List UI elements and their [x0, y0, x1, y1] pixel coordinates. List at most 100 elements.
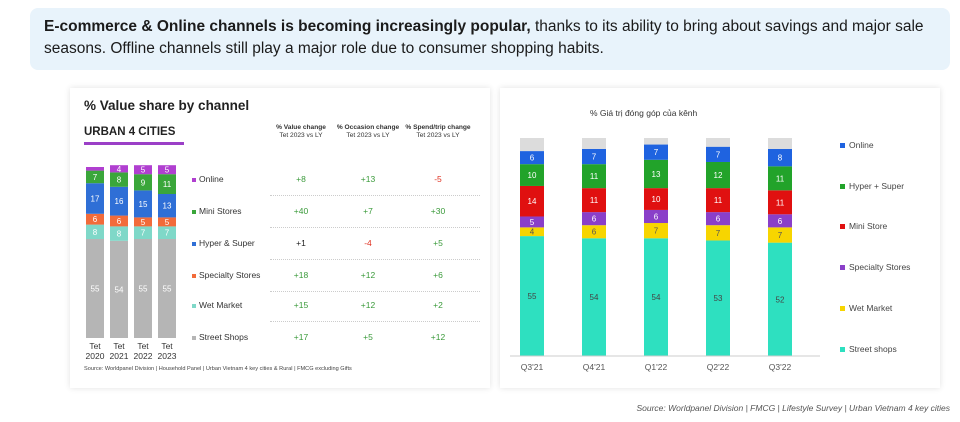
channel-contribution-panel: % Giá trị đóng góp của kênh 55 4 5 14 10 6 Q3'…	[500, 88, 940, 388]
right-bar-wet-market-4	[768, 227, 792, 243]
right-bar-label: 6	[654, 212, 659, 221]
left-bar-mini-stores-0	[86, 170, 104, 184]
right-bar-street-shops-3	[706, 240, 730, 356]
left-bar-hyper-super-3	[158, 194, 176, 218]
left-bar-label: 17	[91, 195, 100, 204]
right-bar-remainder-0	[520, 138, 544, 152]
right-bar-label: 7	[654, 227, 659, 236]
right-bar-label: 4	[530, 228, 535, 237]
channel-label-text: Specialty Stores	[199, 270, 261, 280]
right-stacked-bar-chart: 55 45 14 10 6 Q3'21 54 6 6 11 11 7 Q4'21 54 7 6 10 13 7 Q1'…	[510, 138, 820, 372]
left-bar-label: 11	[163, 180, 172, 189]
right-bar-label: 6	[716, 215, 721, 224]
channel-color-dot	[192, 273, 196, 278]
left-bar-label: 13	[163, 202, 172, 211]
left-bar-label: 8	[117, 176, 122, 185]
right-bar-hyper-super-0	[520, 164, 544, 186]
left-bar-mini-stores-3	[158, 174, 176, 194]
row-divider	[270, 259, 480, 260]
left-bar-wet-market-1	[110, 226, 128, 241]
right-bar-hyper-super-2	[644, 159, 668, 189]
change-cell: +1	[296, 238, 306, 248]
legend-item-mini-store: Mini Store	[840, 221, 887, 231]
change-cell: +12	[360, 300, 376, 310]
left-bar-label: 5	[165, 218, 170, 227]
right-bar-label: 7	[716, 229, 721, 238]
channel-color-dot	[192, 177, 196, 182]
legend-item-online: Online	[840, 140, 874, 150]
left-bar-label: 5	[141, 166, 146, 175]
right-bar-online-0	[520, 151, 544, 165]
right-bar-label: 7	[716, 150, 721, 159]
left-bar-online-2	[134, 165, 152, 175]
legend-item-street-shops: Street shops	[840, 344, 897, 354]
right-bar-label: 54	[590, 293, 599, 302]
left-bar-label: 7	[141, 229, 146, 238]
channel-label-street-shops: Street Shops	[192, 332, 248, 342]
right-bar-hyper-super-4	[768, 166, 792, 191]
right-category-label: Q3'21	[521, 362, 544, 372]
left-bar-label: 5	[165, 166, 170, 175]
left-bar-hyper-super-1	[110, 186, 128, 216]
change-cell: +40	[293, 206, 309, 216]
channel-label-wet-market: Wet Market	[192, 300, 242, 310]
left-category-label: Tet	[161, 341, 173, 351]
legend-item-specialty-stores: Specialty Stores	[840, 262, 910, 272]
left-bar-label: 54	[115, 285, 124, 294]
right-bar-remainder-2	[644, 138, 668, 145]
left-bar-street-shops-1	[110, 240, 128, 338]
left-stacked-bar-chart: 5586177Tet202054861684Tet202155751595Tet…	[86, 165, 177, 361]
right-bar-label: 6	[530, 154, 535, 163]
right-bar-online-4	[768, 148, 792, 167]
right-bar-remainder-1	[582, 138, 606, 149]
change-cell: +17	[293, 332, 309, 342]
right-category-label: Q3'22	[769, 362, 792, 372]
left-bar-label: 4	[117, 165, 122, 174]
headline-bold: E-commerce & Online channels is becoming…	[44, 18, 531, 35]
left-bar-label: 55	[139, 285, 148, 294]
channel-label-text: Hyper & Super	[199, 238, 255, 248]
legend-label: Specialty Stores	[849, 262, 911, 272]
right-bar-label: 14	[528, 197, 537, 206]
right-bar-label: 54	[652, 293, 661, 302]
right-bar-street-shops-0	[520, 236, 544, 356]
right-bar-hyper-super-1	[582, 164, 606, 189]
right-bar-street-shops-1	[582, 238, 606, 356]
change-cell: +13	[360, 174, 376, 184]
change-cell: +6	[433, 270, 443, 280]
right-bar-specialty-stores-2	[644, 209, 668, 224]
right-bar-label: 52	[776, 295, 785, 304]
left-chart-title: % Value share by channel	[84, 98, 250, 113]
left-bar-label: 6	[93, 215, 98, 224]
row-divider	[270, 291, 480, 292]
headline-banner: E-commerce & Online channels is becoming…	[30, 8, 950, 70]
left-bar-label: 9	[141, 178, 146, 187]
channel-color-dot	[192, 335, 196, 340]
right-bar-online-1	[582, 148, 606, 165]
headline-text: thanks to its ability to bring about sav…	[44, 18, 924, 57]
right-chart-title: % Giá trị đóng góp của kênh	[590, 108, 698, 118]
left-bar-online-1	[110, 165, 128, 173]
channel-label-text: Online	[199, 174, 224, 184]
legend-swatch	[840, 347, 845, 353]
legend-label: Mini Store	[849, 221, 888, 231]
change-cell: +18	[293, 270, 309, 280]
left-category-label: 2023	[158, 351, 177, 361]
row-divider	[270, 227, 480, 228]
channel-color-dot	[192, 303, 196, 308]
right-bar-remainder-4	[768, 138, 792, 149]
left-bar-specialty-stores-2	[134, 217, 152, 227]
value-share-panel: % Value share by channel URBAN 4 CITIES …	[70, 88, 490, 388]
right-bar-mini-store-3	[706, 188, 730, 213]
left-bar-street-shops-0	[86, 239, 104, 338]
right-bar-label: 53	[714, 294, 723, 303]
bottom-source-note: Source: Worldpanel Division | FMCG | Lif…	[636, 403, 950, 413]
legend-item-hyper-super: Hyper + Super	[840, 181, 904, 191]
right-bar-street-shops-4	[768, 242, 792, 356]
right-bar-label: 6	[592, 228, 597, 237]
left-category-label: 2020	[86, 351, 105, 361]
right-bar-label: 7	[778, 231, 783, 240]
row-divider	[270, 321, 480, 322]
right-bar-label: 5	[530, 218, 535, 227]
subtitle-underline	[84, 142, 184, 145]
